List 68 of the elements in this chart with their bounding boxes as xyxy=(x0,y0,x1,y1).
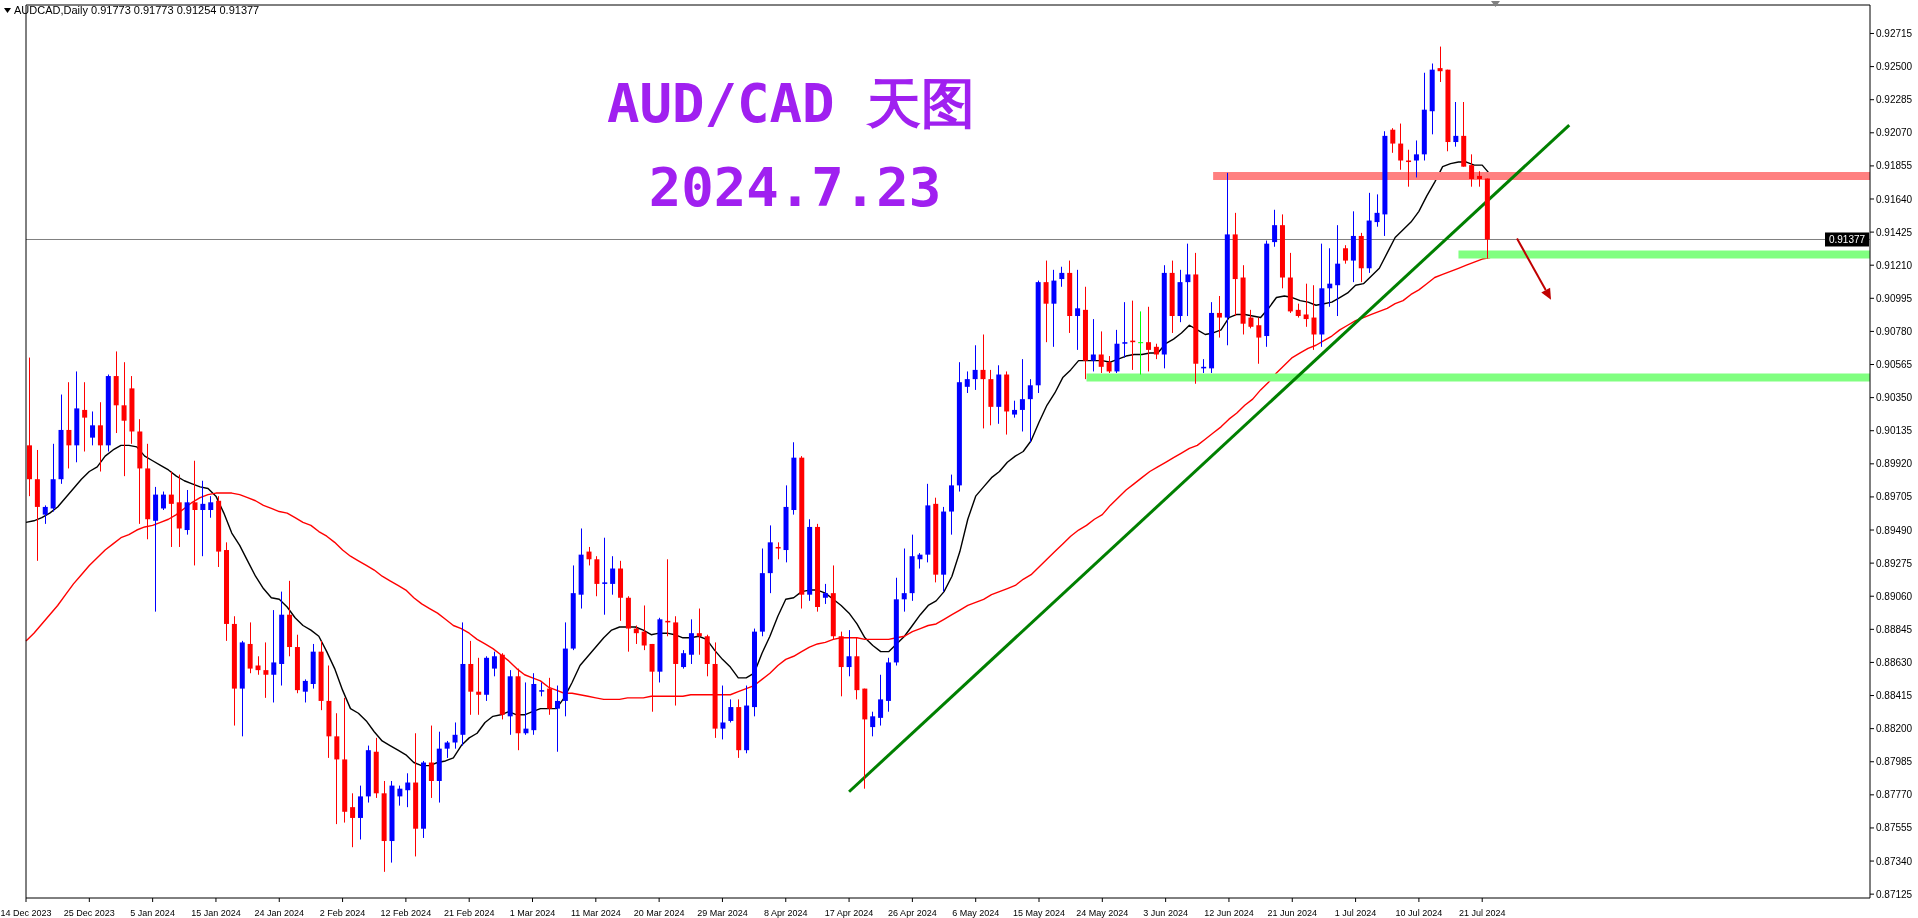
y-tick-label: 0.87555 xyxy=(1876,822,1913,834)
x-tick-label: 5 Jan 2024 xyxy=(130,908,175,918)
x-tick-label: 26 Apr 2024 xyxy=(888,908,937,918)
y-tick-label: 0.90565 xyxy=(1876,359,1913,371)
x-tick-label: 1 Jul 2024 xyxy=(1334,908,1377,918)
candlestick xyxy=(192,460,198,566)
candlestick xyxy=(1138,311,1144,375)
y-tick-label: 0.92070 xyxy=(1876,127,1913,139)
y-tick-label: 0.91640 xyxy=(1876,193,1913,205)
text: 2024.7.23 xyxy=(647,156,943,219)
x-tick-label: 24 Jan 2024 xyxy=(254,908,305,918)
y-tick-label: 0.91855 xyxy=(1876,160,1913,172)
y-tick-label: 0.88845 xyxy=(1876,623,1913,635)
x-tick-label: 6 May 2024 xyxy=(952,908,1000,918)
x-tick-label: 3 Jun 2024 xyxy=(1143,908,1188,918)
x-tick-label: 24 May 2024 xyxy=(1076,908,1129,918)
x-tick-label: 14 Dec 2023 xyxy=(0,908,52,918)
y-tick-label: 0.89490 xyxy=(1876,524,1913,536)
y-tick-label: 0.87985 xyxy=(1876,756,1913,768)
x-tick-label: 12 Feb 2024 xyxy=(380,908,432,918)
x-tick-label: 20 Mar 2024 xyxy=(633,908,685,918)
candlestick xyxy=(200,480,206,557)
candlestick xyxy=(263,642,269,698)
y-tick-label: 0.92285 xyxy=(1876,94,1913,106)
x-tick-label: 29 Mar 2024 xyxy=(697,908,748,918)
candlestick xyxy=(901,548,907,612)
text: AUD/CAD 天图 xyxy=(605,72,977,135)
candlestick xyxy=(602,537,608,615)
y-tick-label: 0.88200 xyxy=(1876,723,1913,735)
y-tick-label: 0.91210 xyxy=(1876,259,1913,271)
x-tick-label: 10 Jul 2024 xyxy=(1395,908,1443,918)
ref-line-label: 0.91377 xyxy=(1828,234,1866,246)
x-tick-label: 11 Mar 2024 xyxy=(570,908,621,918)
x-tick-label: 21 Jul 2024 xyxy=(1458,908,1506,918)
x-tick-label: 15 May 2024 xyxy=(1012,908,1066,918)
y-tick-label: 0.89705 xyxy=(1876,491,1913,503)
candlestick xyxy=(980,334,986,429)
y-tick-label: 0.87770 xyxy=(1876,789,1913,801)
x-tick-label: 25 Dec 2023 xyxy=(63,908,115,918)
y-tick-label: 0.90780 xyxy=(1876,325,1913,337)
x-tick-label: 21 Jun 2024 xyxy=(1267,908,1318,918)
y-tick-label: 0.87340 xyxy=(1876,855,1913,867)
y-tick-label: 0.91425 xyxy=(1876,226,1913,238)
candlestick xyxy=(696,608,702,655)
x-tick-label: 12 Jun 2024 xyxy=(1204,908,1254,918)
candlestick xyxy=(1437,46,1443,82)
candlestick xyxy=(82,382,88,452)
x-tick-label: 8 Apr 2024 xyxy=(763,908,808,918)
y-tick-label: 0.89060 xyxy=(1876,590,1913,602)
y-tick-label: 0.92715 xyxy=(1876,28,1913,40)
x-tick-label: 1 Mar 2024 xyxy=(509,908,556,918)
x-tick-label: 17 Apr 2024 xyxy=(824,908,874,918)
y-tick-label: 0.88630 xyxy=(1876,656,1913,668)
y-tick-label: 0.89275 xyxy=(1876,557,1913,569)
x-tick-label: 15 Jan 2024 xyxy=(191,908,241,918)
y-tick-label: 0.90995 xyxy=(1876,292,1913,304)
candlestick xyxy=(1122,302,1128,358)
y-tick-label: 0.90135 xyxy=(1876,425,1913,437)
y-tick-label: 0.87125 xyxy=(1876,888,1913,900)
candlestick xyxy=(1075,269,1081,350)
annotation: AUDCAD,Daily 0.91773 0.91773 0.91254 0.91377 xyxy=(14,4,260,17)
y-tick-label: 0.90350 xyxy=(1876,392,1913,404)
y-tick-label: 0.88415 xyxy=(1876,690,1913,702)
candlestick xyxy=(476,657,482,715)
x-tick-label: 2 Feb 2024 xyxy=(319,908,366,918)
x-tick-label: 21 Feb 2024 xyxy=(443,908,495,918)
y-tick-label: 0.89920 xyxy=(1876,458,1913,470)
y-tick-label: 0.92500 xyxy=(1876,61,1913,73)
